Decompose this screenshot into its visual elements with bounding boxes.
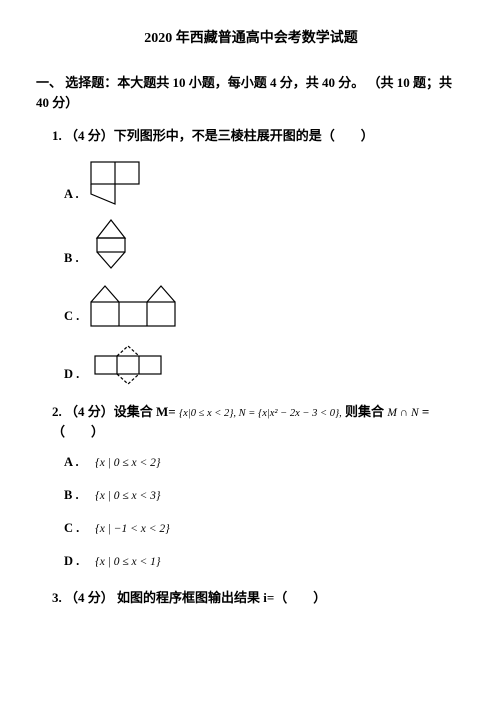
q3-num: 3. [52,590,62,605]
q1-option-b: B . [64,216,466,272]
option-label: C . [64,519,92,542]
q2-c-val: {x | −1 < x < 2} [95,523,170,535]
q2-points: （4 分） [65,404,114,419]
q2-expr: M ∩ N [387,407,418,419]
q2-option-c: C . {x | −1 < x < 2} [64,519,466,542]
q2-b-val: {x | 0 ≤ x < 3} [95,490,160,502]
q2-option-d: D . {x | 0 ≤ x < 1} [64,552,466,575]
q1-num: 1. [52,128,62,143]
q1-option-a: A . [64,158,466,208]
page-title: 2020 年西藏普通高中会考数学试题 [36,28,466,49]
option-label: A . [64,453,92,476]
q3-stem: 3. （4 分） 如图的程序框图输出结果 i=（ ） [52,588,466,608]
q1-option-c: C . [64,280,466,330]
q1-points: （4 分） [65,128,114,143]
q1-fig-a [87,158,157,208]
q3-text: 如图的程序框图输出结果 i=（ ） [114,590,327,605]
q1-fig-c [87,284,187,330]
q2-pre: 设集合 M= [114,404,179,419]
q1-stem: 1. （4 分）下列图形中，不是三棱柱展开图的是（ ） [52,126,466,146]
option-label: B . [64,486,92,509]
q1-fig-d [87,344,173,388]
q2-set-def: {x|0 ≤ x < 2}, N = {x|x² − 2x − 3 < 0}, [179,408,342,419]
option-label: B . [64,249,79,272]
option-label: A . [64,185,79,208]
q2-a-val: {x | 0 ≤ x < 2} [95,457,160,469]
q2-stem: 2. （4 分）设集合 M= {x|0 ≤ x < 2}, N = {x|x² … [52,402,466,442]
option-label: D . [64,365,79,388]
q2-num: 2. [52,404,62,419]
section-heading: 一、 选择题：本大题共 10 小题，每小题 4 分，共 40 分。 （共 10 … [36,73,466,112]
q3-points: （4 分） [65,590,114,605]
q2-mid: 则集合 [342,404,388,419]
q1-fig-b [87,216,157,272]
option-label: C . [64,307,79,330]
q1-text: 下列图形中，不是三棱柱展开图的是（ ） [114,128,374,143]
option-label: D . [64,552,92,575]
q2-d-val: {x | 0 ≤ x < 1} [95,556,160,568]
q1-option-d: D . [64,338,466,388]
q2-option-b: B . {x | 0 ≤ x < 3} [64,486,466,509]
q2-option-a: A . {x | 0 ≤ x < 2} [64,453,466,476]
